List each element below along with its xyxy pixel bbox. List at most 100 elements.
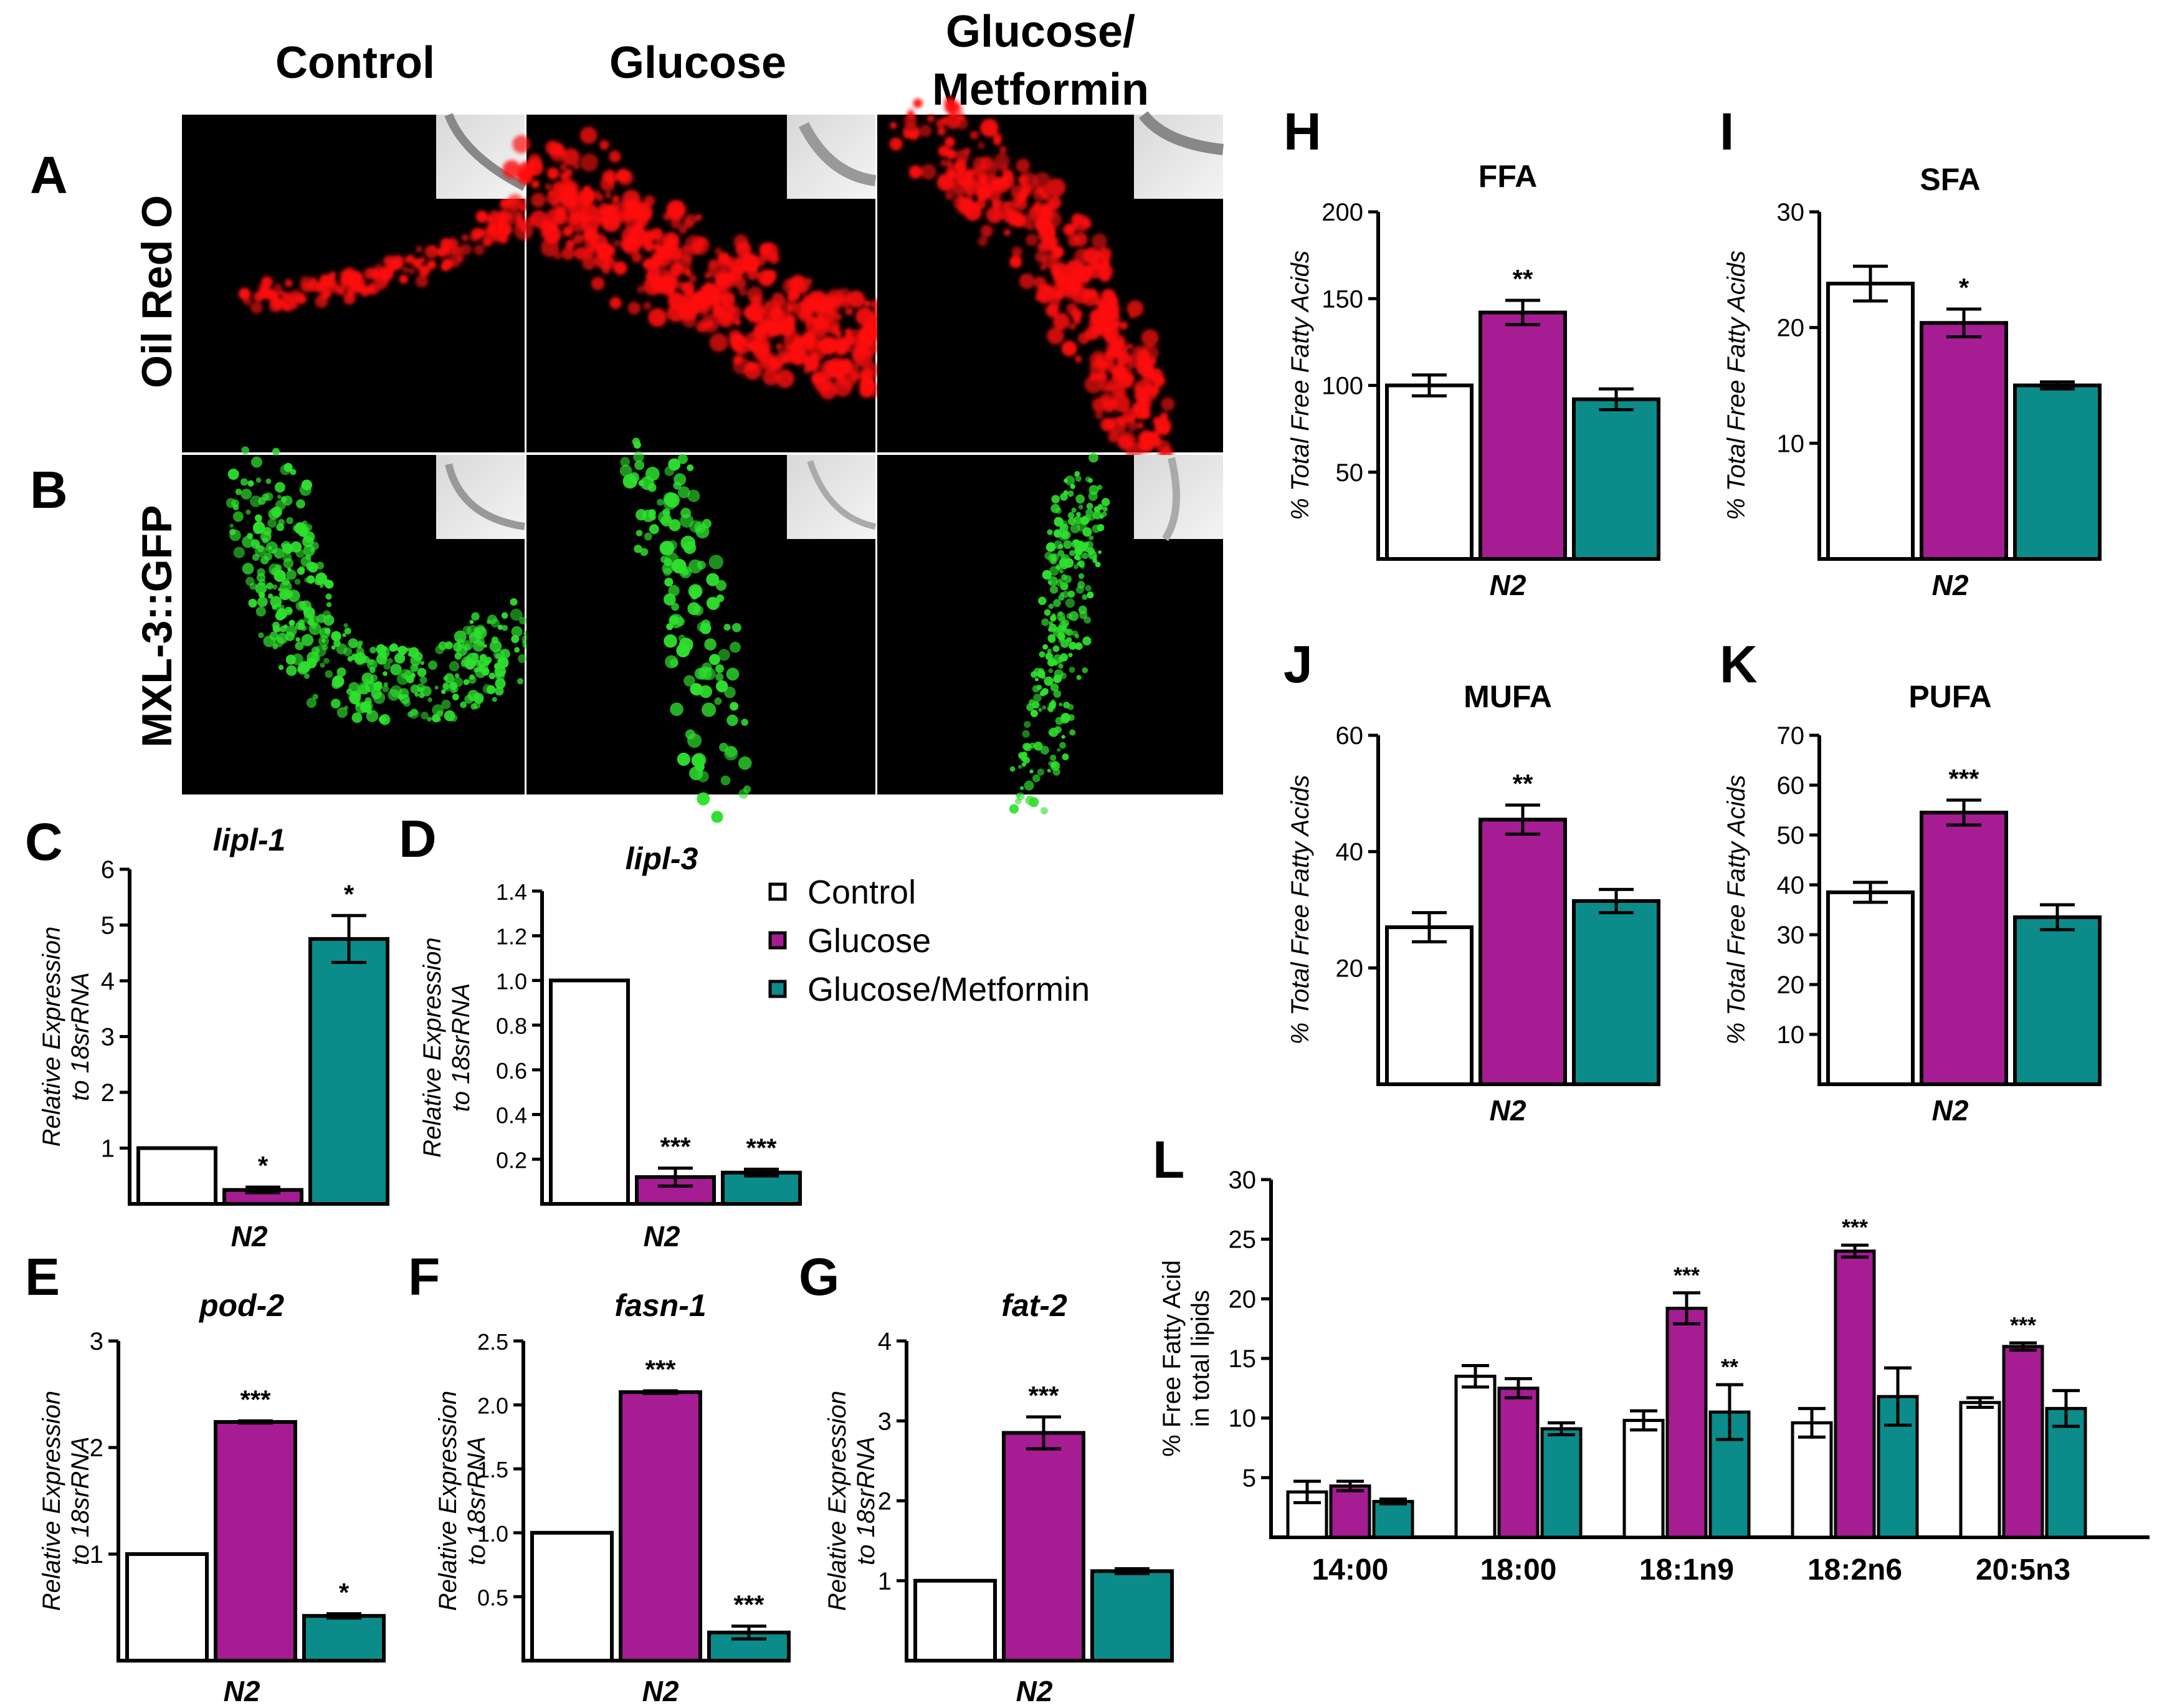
gfp-nucleus xyxy=(1078,504,1083,510)
lipid-droplet xyxy=(776,343,783,350)
gfp-nucleus xyxy=(383,662,391,670)
legend-swatch-metformin xyxy=(768,980,787,998)
lipid-droplet xyxy=(1100,393,1110,404)
lipid-droplet xyxy=(584,227,599,242)
lipid-droplet xyxy=(1053,313,1070,330)
lipid-droplet xyxy=(384,255,397,268)
gfp-nucleus xyxy=(1019,786,1024,790)
gfp-nucleus xyxy=(636,530,643,537)
gfp-nucleus xyxy=(1047,768,1051,773)
panel-letter-a: A xyxy=(30,146,68,204)
lipid-droplet xyxy=(482,237,491,246)
legend-label-glucose: Glucose xyxy=(807,922,931,960)
bar-18-2n6-1 xyxy=(1834,1249,1876,1539)
lipid-droplet xyxy=(1004,229,1011,236)
gfp-nucleus xyxy=(726,667,740,681)
gfp-nucleus xyxy=(280,626,287,632)
lipid-droplet xyxy=(684,214,697,226)
gfp-nucleus xyxy=(1067,512,1075,519)
y-tick-label: 6 xyxy=(101,856,115,884)
lipid-droplet xyxy=(1104,303,1120,319)
gfp-nucleus xyxy=(235,489,242,495)
gfp-nucleus xyxy=(664,578,674,587)
column-title-metformin-line1: Glucose/ xyxy=(946,7,1135,57)
gfp-nucleus xyxy=(260,556,269,565)
bar-glucose xyxy=(214,1419,297,1663)
gfp-nucleus xyxy=(1047,634,1056,642)
y-tick-label: 20 xyxy=(1777,971,1805,999)
gfp-nucleus xyxy=(389,685,402,698)
bar-glucose-metformin xyxy=(302,1614,386,1663)
lipid-droplet xyxy=(1018,174,1029,185)
gfp-nucleus xyxy=(272,621,280,629)
lipid-droplet xyxy=(419,265,431,277)
gfp-nucleus xyxy=(1044,676,1054,686)
lipid-droplet xyxy=(560,163,568,171)
lipid-droplet xyxy=(670,217,682,229)
gfp-nucleus xyxy=(360,701,371,713)
lipid-droplet xyxy=(679,225,687,234)
gfp-nucleus xyxy=(702,702,717,717)
gfp-nucleus xyxy=(1063,540,1072,550)
y-tick-label: 1.0 xyxy=(496,968,527,994)
gfp-nucleus xyxy=(469,619,474,624)
y-tick-label: 30 xyxy=(1777,199,1805,226)
legend-swatch-glucose xyxy=(768,931,787,950)
lipid-droplet xyxy=(979,174,988,183)
gfp-nucleus xyxy=(497,624,503,630)
gfp-nucleus xyxy=(298,601,307,609)
gfp-nucleus xyxy=(1088,535,1094,541)
gfp-nucleus xyxy=(452,694,459,700)
y-tick-label: 30 xyxy=(1777,922,1805,949)
panel-letter: E xyxy=(25,1248,60,1306)
gfp-nucleus xyxy=(402,699,411,707)
gfp-nucleus xyxy=(715,664,724,673)
lipid-droplet xyxy=(348,275,361,288)
lipid-droplet xyxy=(1032,202,1046,216)
gfp-nucleus xyxy=(700,623,712,634)
gfp-nucleus xyxy=(255,606,266,617)
y-axis-label-line: Relative Expression xyxy=(824,1391,851,1611)
lipid-droplet xyxy=(1112,394,1131,413)
significance-label: *** xyxy=(733,1590,764,1620)
lipid-droplet xyxy=(285,280,293,287)
gfp-nucleus xyxy=(295,622,303,630)
bar-control xyxy=(913,1578,997,1663)
gfp-nucleus xyxy=(511,626,523,637)
lipid-droplet xyxy=(1011,246,1022,257)
gfp-nucleus xyxy=(1082,636,1092,646)
lipid-droplet xyxy=(704,272,712,279)
y-tick-label: 20 xyxy=(1336,955,1364,982)
gfp-nucleus xyxy=(282,553,292,562)
lipid-droplet xyxy=(805,302,814,312)
gfp-nucleus xyxy=(229,529,241,542)
gfp-nucleus xyxy=(1032,701,1040,709)
gfp-nucleus xyxy=(295,641,304,651)
lipid-droplet xyxy=(498,222,513,236)
chart-title: FFA xyxy=(1479,159,1537,194)
bar-glucose-metformin xyxy=(721,1170,802,1206)
lipid-droplet xyxy=(793,277,811,293)
gfp-nucleus xyxy=(394,652,406,664)
lipid-droplet xyxy=(1140,407,1146,413)
gfp-nucleus xyxy=(620,457,630,467)
y-tick-label: 20 xyxy=(1229,1286,1257,1313)
bar-18-00-0 xyxy=(1454,1375,1497,1539)
chart-panel-h: H FFA % Total Free Fatty Acids 50 100 150 200 *… xyxy=(1283,102,1660,601)
gfp-nucleus xyxy=(492,697,497,702)
lipid-droplet xyxy=(834,341,849,356)
bar-glucose xyxy=(1002,1431,1085,1663)
gfp-nucleus xyxy=(1041,688,1049,695)
y-axis-label-line: % Free Fatty Acid xyxy=(1158,1260,1186,1457)
gfp-nucleus xyxy=(677,454,688,464)
gfp-nucleus xyxy=(263,635,275,647)
lipid-droplet xyxy=(733,277,746,290)
gfp-nucleus xyxy=(227,469,239,480)
gfp-nucleus xyxy=(1052,645,1060,652)
gfp-nucleus xyxy=(1055,530,1060,536)
gfp-nucleus xyxy=(254,528,260,535)
lipid-droplet xyxy=(531,193,546,208)
gfp-nucleus xyxy=(1054,517,1064,527)
